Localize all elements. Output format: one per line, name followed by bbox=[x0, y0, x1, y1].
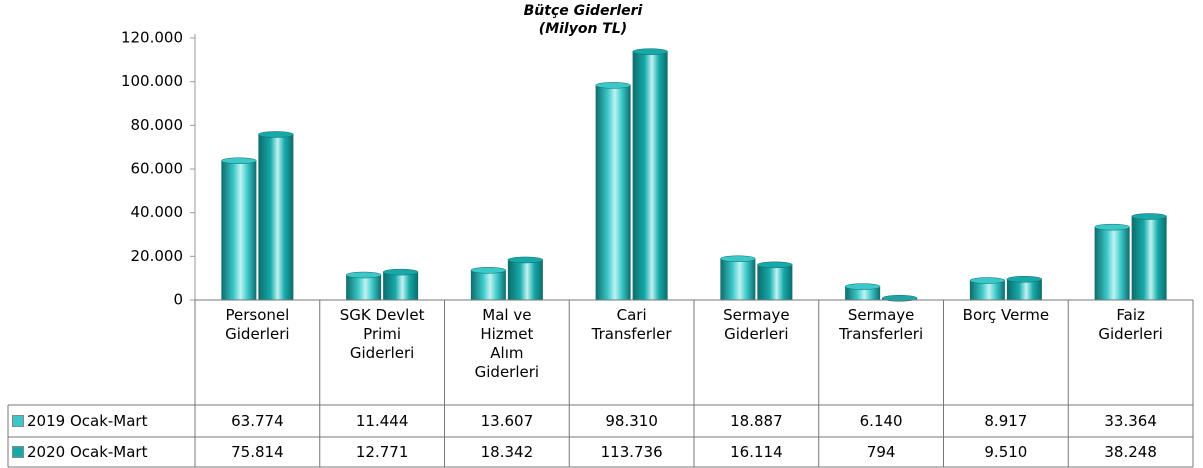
bar bbox=[221, 157, 257, 300]
bar-body bbox=[1006, 279, 1042, 300]
y-tick-label: 40.000 bbox=[131, 203, 184, 221]
data-label: 11.444 bbox=[355, 411, 409, 430]
bar-cap bbox=[345, 271, 382, 279]
bar-cap bbox=[221, 157, 257, 165]
bar-cap bbox=[1131, 213, 1167, 220]
bar-cap bbox=[382, 268, 419, 276]
y-tick-label: 120.000 bbox=[121, 29, 183, 47]
data-label: 6.140 bbox=[859, 411, 903, 430]
legend-item: 2019 Ocak-Mart bbox=[8, 405, 195, 437]
data-label: 794 bbox=[866, 442, 896, 461]
bar bbox=[720, 255, 756, 300]
x-tick-label: Sermaye Transferleri bbox=[839, 306, 924, 343]
data-label: 9.510 bbox=[984, 442, 1028, 461]
legend-item: 2020 Ocak-Mart bbox=[8, 437, 195, 467]
bar-cap bbox=[258, 131, 294, 138]
legend-label: 2020 Ocak-Mart bbox=[27, 442, 148, 461]
y-tick-label: 20.000 bbox=[131, 247, 184, 265]
bar bbox=[595, 82, 631, 300]
data-label: 8.917 bbox=[984, 411, 1028, 430]
data-label: 12.771 bbox=[355, 442, 409, 461]
bar-body bbox=[969, 280, 1005, 300]
x-tick-label: Faiz Giderleri bbox=[1098, 306, 1163, 343]
bar-cap bbox=[720, 255, 756, 263]
data-label: 98.310 bbox=[605, 411, 658, 430]
bar bbox=[507, 256, 544, 300]
bar-body bbox=[1131, 216, 1167, 300]
bar-body bbox=[346, 275, 382, 300]
data-label: 113.736 bbox=[600, 442, 663, 461]
x-tick-label: Sermaye Giderleri bbox=[723, 306, 790, 343]
bar bbox=[844, 283, 881, 300]
x-tick-label: Borç Verme bbox=[962, 306, 1050, 324]
bar-body bbox=[632, 51, 668, 301]
bar-body bbox=[221, 160, 257, 300]
x-tick-label: Mal ve Hizmet Alım Giderleri bbox=[474, 306, 540, 381]
legend-label: 2019 Ocak-Mart bbox=[27, 411, 148, 430]
bar-body bbox=[470, 270, 506, 300]
data-label: 18.342 bbox=[480, 442, 534, 461]
bar bbox=[1094, 223, 1130, 300]
y-tick-label: 80.000 bbox=[131, 116, 184, 134]
bar-cap bbox=[470, 267, 507, 274]
legend-key bbox=[12, 415, 24, 427]
bar-cap bbox=[1006, 275, 1043, 283]
bar-body bbox=[258, 134, 294, 300]
chart-title: Bütçe Giderleri bbox=[524, 3, 643, 19]
data-label: 13.607 bbox=[480, 411, 534, 430]
bar-body bbox=[757, 264, 793, 300]
bar-cap bbox=[1094, 223, 1130, 231]
bar bbox=[969, 277, 1006, 300]
data-label: 38.248 bbox=[1104, 442, 1157, 461]
bar bbox=[258, 131, 294, 300]
data-label: 33.364 bbox=[1104, 411, 1157, 430]
bar-body bbox=[507, 259, 543, 300]
bar-cap bbox=[632, 48, 668, 55]
bar bbox=[345, 271, 382, 300]
bar-body bbox=[383, 272, 419, 300]
bar-body bbox=[720, 258, 756, 300]
bar bbox=[1131, 213, 1167, 300]
data-label: 63.774 bbox=[231, 411, 284, 430]
y-tick-label: 60.000 bbox=[131, 160, 184, 178]
y-tick-label: 100.000 bbox=[121, 72, 183, 90]
bar bbox=[632, 48, 668, 301]
bar bbox=[470, 267, 507, 300]
bar bbox=[382, 268, 419, 300]
bar-cap bbox=[844, 283, 881, 290]
data-label: 18.887 bbox=[730, 411, 783, 430]
bar-body bbox=[595, 85, 631, 300]
bar-body bbox=[845, 286, 881, 300]
data-label: 16.114 bbox=[730, 442, 783, 461]
y-tick-label: 0 bbox=[173, 291, 183, 309]
data-label: 75.814 bbox=[231, 442, 284, 461]
bar-cap bbox=[969, 277, 1006, 284]
bar-cap bbox=[757, 261, 793, 269]
legend-key bbox=[12, 446, 24, 458]
bar-cap bbox=[507, 256, 544, 264]
chart-subtitle: (Milyon TL) bbox=[539, 21, 627, 37]
x-tick-label: SGK Devlet Primi Giderleri bbox=[339, 306, 425, 362]
bar bbox=[1006, 275, 1043, 300]
bar-body bbox=[1094, 227, 1130, 300]
bar bbox=[757, 261, 793, 300]
x-tick-label: Personel Giderleri bbox=[225, 306, 290, 343]
x-tick-label: Cari Transferler bbox=[591, 306, 672, 343]
bar-cap bbox=[595, 82, 631, 89]
